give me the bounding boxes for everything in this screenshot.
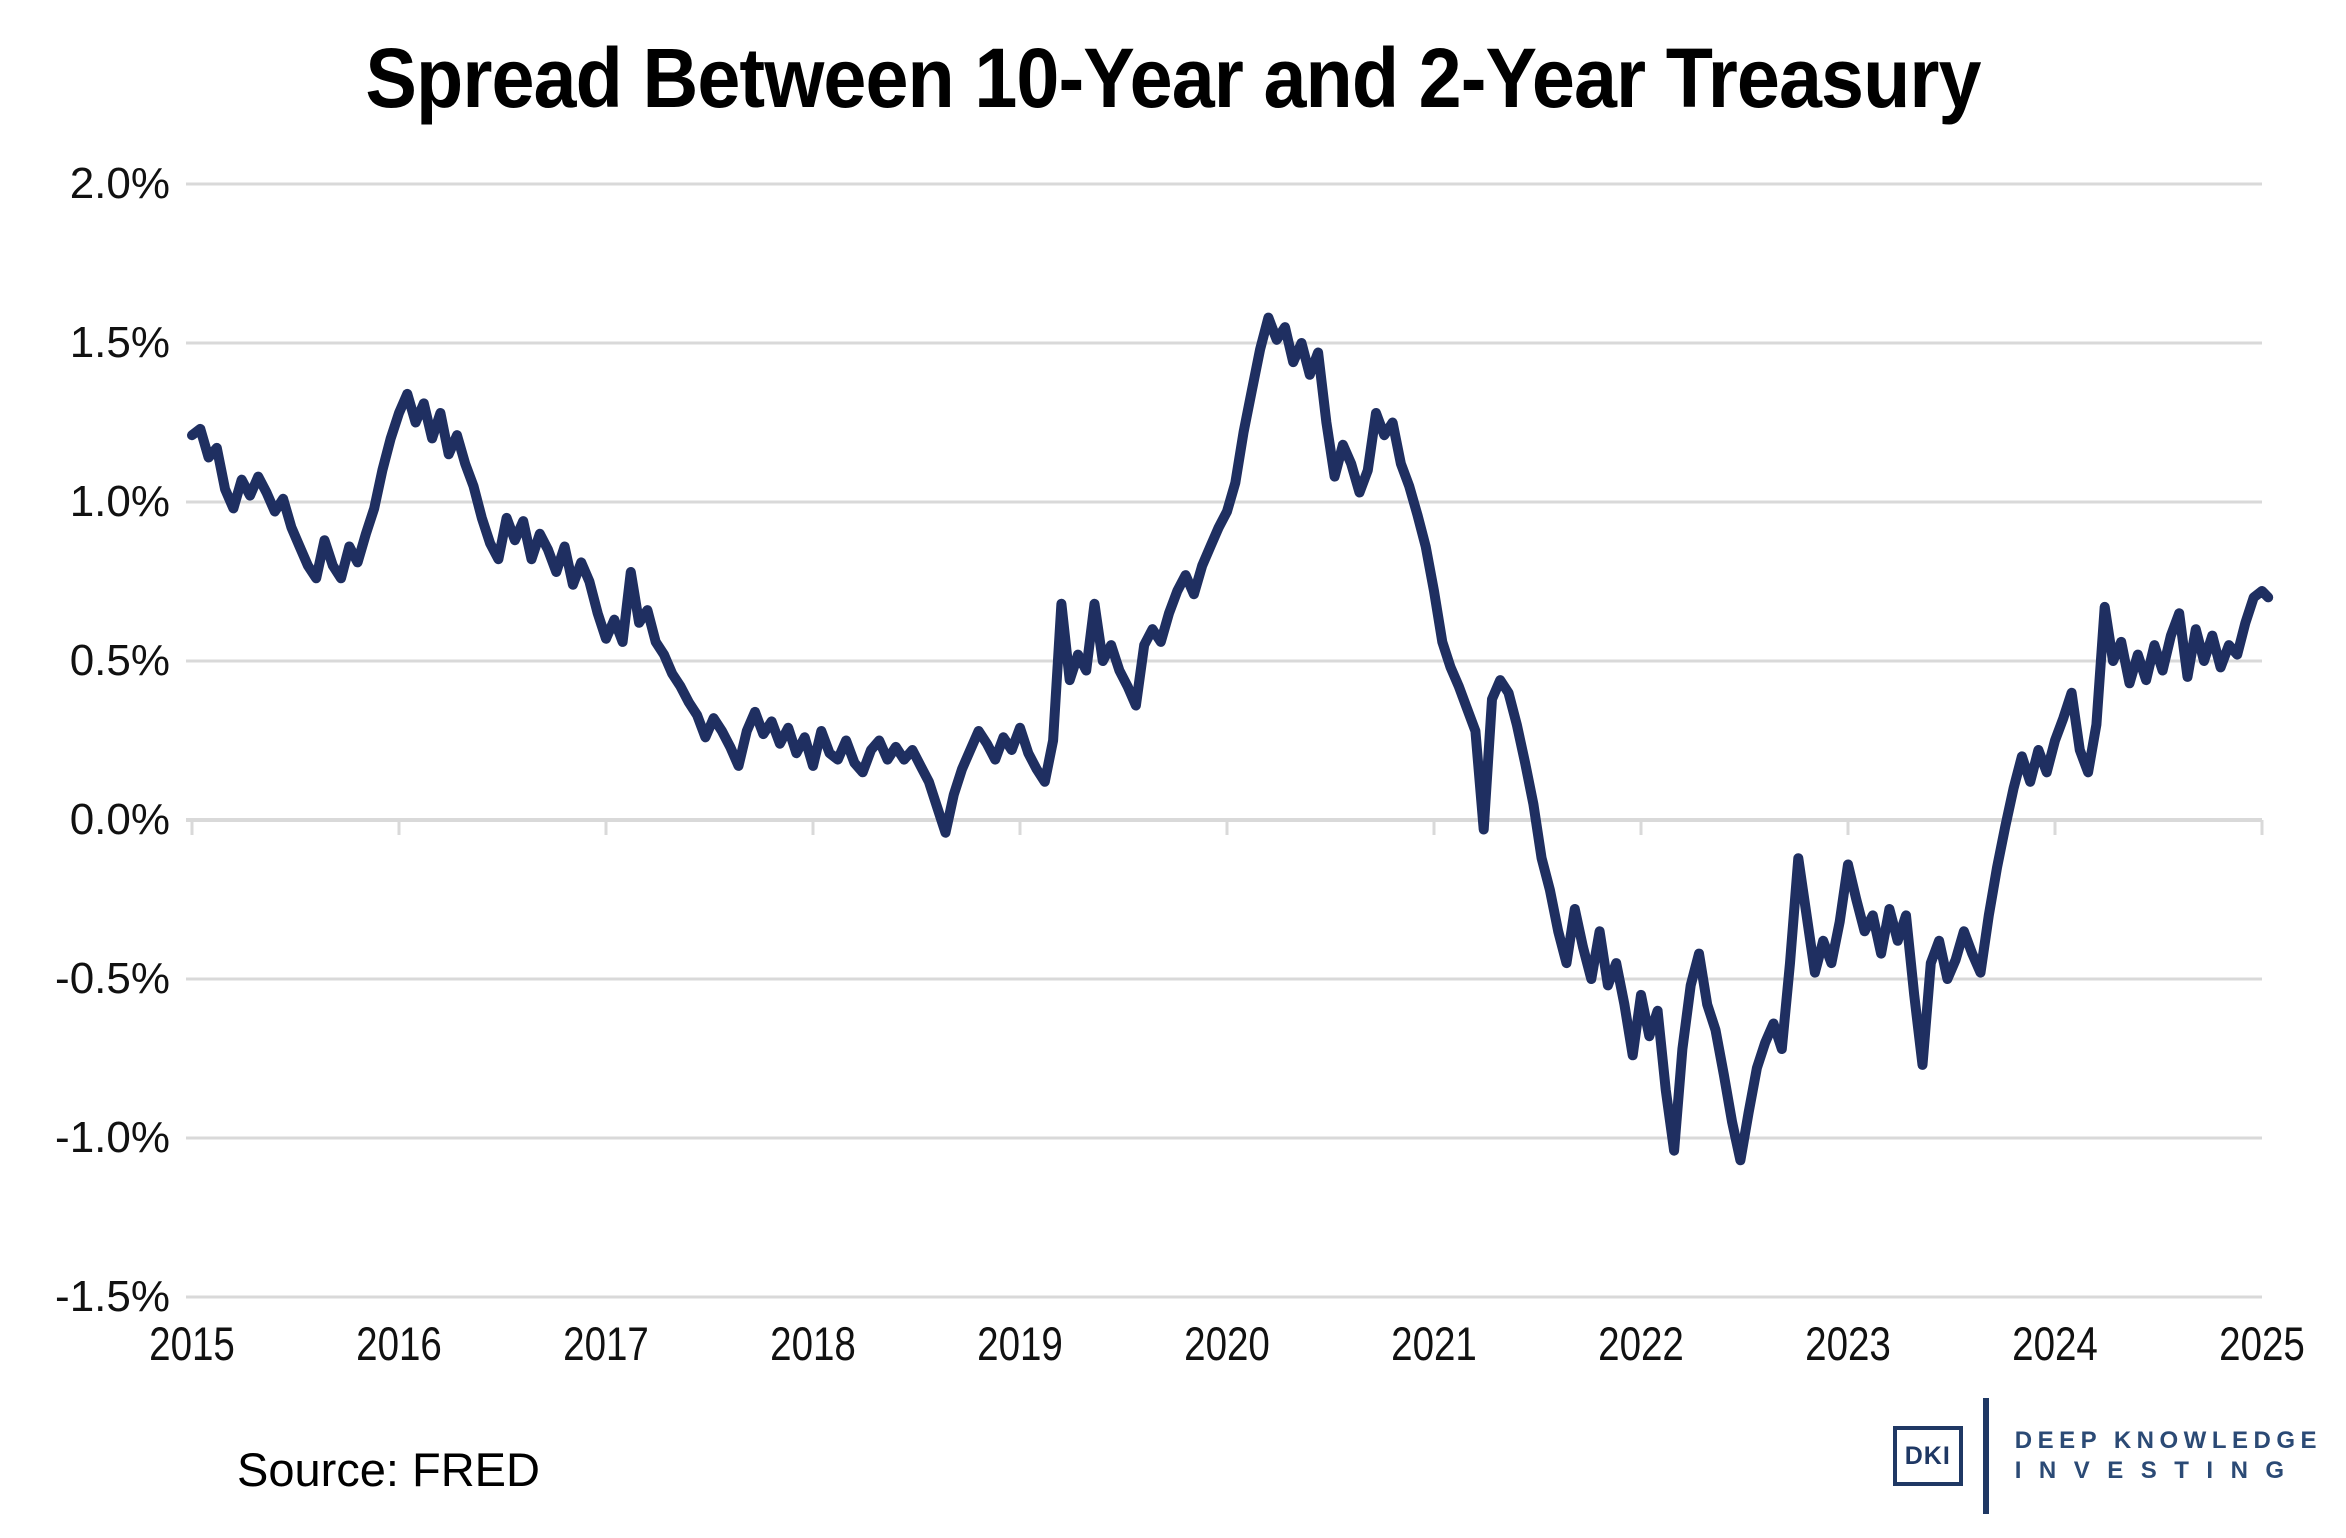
spread-line-series <box>187 312 2274 1166</box>
dki-logo-mark-text: DKI <box>1904 1441 1951 1470</box>
y-tick-label: -1.5% <box>55 1272 170 1321</box>
x-tick-label: 2021 <box>1391 1317 1477 1370</box>
x-tick-label: 2018 <box>770 1317 856 1370</box>
x-tick-label: 2024 <box>2012 1317 2098 1370</box>
y-tick-label: 0.5% <box>69 636 170 685</box>
x-tick-label: 2020 <box>1184 1317 1270 1370</box>
y-tick-label: 1.0% <box>69 477 170 526</box>
dki-logo-divider <box>1982 1398 1989 1514</box>
y-tick-label: -1.0% <box>55 1113 170 1162</box>
y-tick-label: 0.0% <box>69 795 170 844</box>
dki-logo: DKI DEEP KNOWLEDGE INVESTING <box>1892 1398 2322 1514</box>
source-note: Source: FRED <box>237 1443 540 1496</box>
x-tick-label: 2023 <box>1805 1317 1891 1370</box>
chart-title: Spread Between 10-Year and 2-Year Treasu… <box>365 31 1981 125</box>
dki-logo-wordmark: DEEP KNOWLEDGE INVESTING <box>2015 1426 2322 1486</box>
x-tick-label: 2015 <box>149 1317 235 1370</box>
y-tick-label: 1.5% <box>69 318 170 367</box>
dki-logo-line1: DEEP KNOWLEDGE <box>2014 1427 2322 1454</box>
dki-logo-line2: INVESTING <box>2014 1457 2302 1484</box>
x-tick-label: 2022 <box>1598 1317 1684 1370</box>
x-tick-label: 2017 <box>563 1317 649 1370</box>
y-tick-label: 2.0% <box>69 159 170 208</box>
dki-logo-mark: DKI <box>1892 1426 1963 1486</box>
x-tick-label: 2016 <box>356 1317 442 1370</box>
x-tick-label: 2019 <box>977 1317 1063 1370</box>
y-tick-label: -0.5% <box>55 954 170 1003</box>
x-tick-label: 2025 <box>2219 1317 2305 1370</box>
